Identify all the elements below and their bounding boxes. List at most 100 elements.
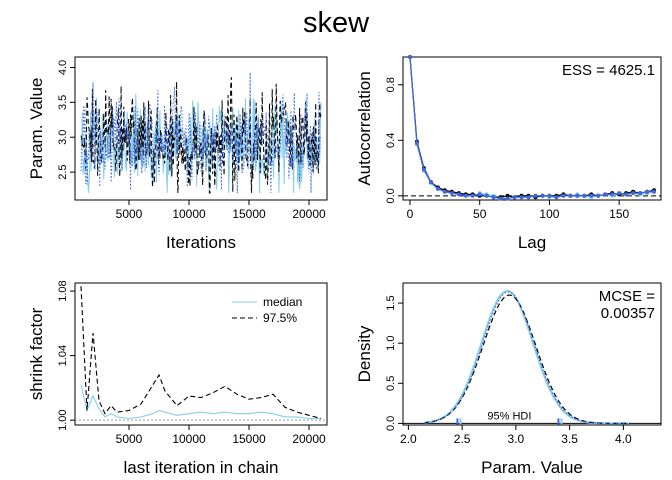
acf-plot-frame xyxy=(402,56,662,201)
density-x-tick-label: 2.0 xyxy=(400,432,417,446)
acf-point xyxy=(442,189,447,194)
trace-series-line xyxy=(80,72,322,194)
trace-plot-frame xyxy=(74,56,328,201)
acf-point xyxy=(498,196,503,201)
legend-label: 97.5% xyxy=(263,311,297,325)
density-y-tick-label: 1.5 xyxy=(385,295,397,310)
mcse-annotation-label: MCSE = xyxy=(599,288,656,305)
shrink-y-axis-label: shrink factor xyxy=(27,307,46,400)
density-plot-frame xyxy=(402,282,662,426)
trace-x-tick-label: 20000 xyxy=(292,207,326,221)
acf-point xyxy=(505,196,510,201)
density-curve xyxy=(424,291,629,424)
density-curve xyxy=(424,294,629,424)
trace-series-line xyxy=(80,93,322,194)
trace-x-axis-label: Iterations xyxy=(166,233,236,252)
density-x-tick-label: 3.0 xyxy=(508,432,525,446)
acf-point xyxy=(589,193,594,198)
acf-point xyxy=(533,193,538,198)
trace-y-tick-label: 3.5 xyxy=(57,95,69,110)
shrink-x-tick-label: 15000 xyxy=(232,432,266,446)
shrink-series-line xyxy=(80,384,321,420)
density-y-tick-label: 0.0 xyxy=(385,416,397,431)
acf-point xyxy=(526,195,531,200)
acf-point xyxy=(582,193,587,198)
density-x-tick-label: 4.0 xyxy=(615,432,632,446)
acf-point xyxy=(512,195,517,200)
shrink-x-tick-label: 5000 xyxy=(116,432,143,446)
shrink-x-tick-label: 20000 xyxy=(292,432,326,446)
trace-y-tick-label: 3.0 xyxy=(57,130,69,145)
density-x-axis-label: Param. Value xyxy=(481,458,583,477)
density-x-tick-label: 3.5 xyxy=(561,432,578,446)
acf-y-axis-label: Autocorrelation xyxy=(355,71,374,185)
trace-x-tick-label: 15000 xyxy=(232,207,266,221)
trace-x-tick-label: 10000 xyxy=(172,207,206,221)
density-y-tick-label: 1.0 xyxy=(385,336,397,351)
acf-x-axis-label: Lag xyxy=(518,233,546,252)
trace-y-tick-label: 4.0 xyxy=(57,60,69,75)
acf-point xyxy=(603,192,608,197)
acf-point xyxy=(624,192,629,197)
acf-point xyxy=(477,192,482,197)
acf-x-tick-label: 0 xyxy=(407,207,414,221)
trace-plot-panel: 5000 10000 15000 20000 2.5 3.0 3.5 4.0 Iteration… xyxy=(27,56,328,252)
shrink-plot-frame xyxy=(74,282,328,426)
hdi-label: 95% HDI xyxy=(487,410,531,422)
figure-title: skew xyxy=(303,7,370,39)
acf-point xyxy=(631,191,636,196)
acf-point xyxy=(470,193,475,198)
shrink-x-axis-label: last iteration in chain xyxy=(124,458,279,477)
acf-point xyxy=(505,193,510,198)
ess-annotation: ESS = 4625.1 xyxy=(562,62,655,79)
acf-point xyxy=(540,193,545,198)
acf-point xyxy=(449,191,454,196)
acf-point xyxy=(428,180,433,184)
acf-y-tick-label: 0.0 xyxy=(385,188,397,203)
acf-point xyxy=(414,141,419,146)
trace-series-line xyxy=(80,77,322,194)
acf-point xyxy=(456,192,461,197)
acf-point xyxy=(421,167,426,172)
acf-point xyxy=(408,55,412,59)
acf-point xyxy=(561,193,566,198)
acf-point xyxy=(463,193,468,198)
density-x-tick-label: 2.5 xyxy=(454,432,471,446)
shrink-x-tick-label: 10000 xyxy=(172,432,206,446)
shrink-factor-plot-panel: 5000 10000 15000 20000 1.00 1.04 1.08 last iter… xyxy=(27,280,328,477)
shrink-y-tick-label: 1.04 xyxy=(57,345,69,366)
legend-label: median xyxy=(263,295,302,309)
density-y-tick-label: 0.5 xyxy=(385,376,397,391)
acf-point xyxy=(491,195,496,200)
acf-point xyxy=(638,191,643,196)
shrink-y-tick-label: 1.08 xyxy=(57,280,69,301)
acf-point xyxy=(610,192,615,197)
acf-point xyxy=(519,195,524,200)
acf-x-tick-label: 150 xyxy=(609,207,629,221)
acf-y-tick-label: 0.8 xyxy=(385,77,397,92)
acf-point xyxy=(568,193,573,198)
autocorrelation-plot-panel: 0 50 100 150 0.0 0.4 0.8 Lag Autocorrelation ESS … xyxy=(355,55,662,252)
acf-point xyxy=(617,191,622,196)
shrink-series-line xyxy=(80,286,322,420)
mcse-annotation-value: 0.00357 xyxy=(601,305,655,322)
acf-point xyxy=(435,186,440,191)
acf-x-tick-label: 100 xyxy=(539,207,559,221)
trace-y-tick-label: 2.5 xyxy=(57,164,69,179)
acf-point xyxy=(547,193,552,198)
shrink-y-tick-label: 1.00 xyxy=(57,409,69,430)
acf-point xyxy=(484,193,489,198)
trace-y-axis-label: Param. Value xyxy=(27,78,46,180)
density-curve xyxy=(424,289,629,425)
acf-point xyxy=(645,189,650,194)
acf-point xyxy=(575,193,580,198)
acf-y-tick-label: 0.4 xyxy=(385,133,397,148)
acf-point xyxy=(652,189,656,194)
acf-point xyxy=(554,195,559,200)
density-y-axis-label: Density xyxy=(355,325,374,382)
trace-x-tick-label: 5000 xyxy=(116,207,143,221)
acf-point xyxy=(596,193,601,198)
density-plot-panel: 2.0 2.5 3.0 3.5 4.0 0.0 0.5 1.0 1.5 Param. Value D… xyxy=(355,282,662,477)
acf-x-tick-label: 50 xyxy=(473,207,487,221)
